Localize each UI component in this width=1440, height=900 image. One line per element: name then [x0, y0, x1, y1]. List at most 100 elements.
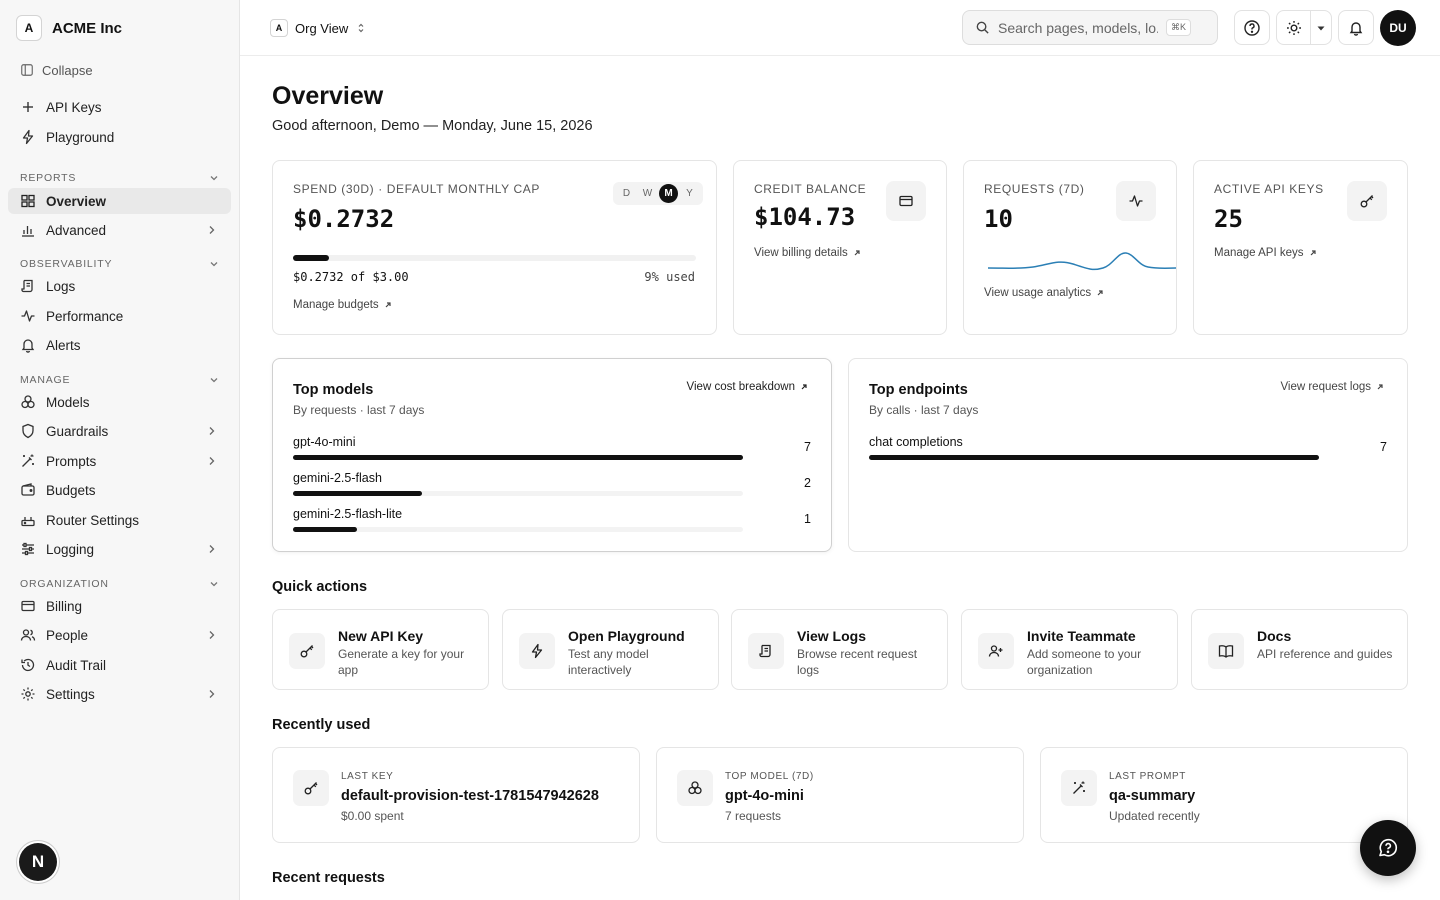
card-icon	[21, 600, 35, 612]
chevron-right-icon	[209, 226, 215, 234]
search-box[interactable]: ⌘K	[962, 10, 1218, 45]
range-day[interactable]: D	[622, 188, 631, 199]
recent-label: TOP MODEL (7D)	[725, 771, 814, 782]
wallet-icon	[21, 483, 35, 496]
range-month[interactable]: M	[659, 184, 678, 203]
sidebar-item-settings[interactable]: Settings	[8, 681, 231, 707]
key-icon	[289, 633, 325, 669]
keys-label: ACTIVE API KEYS	[1214, 182, 1324, 196]
sidebar-item-billing[interactable]: Billing	[8, 593, 231, 619]
top-bar: A Org View ⌘K DU	[240, 0, 1440, 56]
sidebar-item-label: Overview	[46, 193, 107, 209]
model-row[interactable]: gpt-4o-mini 7	[293, 435, 811, 465]
sidebar-item-label: Router Settings	[46, 512, 140, 528]
section-observability[interactable]: OBSERVABILITY	[20, 257, 220, 271]
org-switcher[interactable]: A ACME Inc	[16, 14, 122, 42]
section-reports[interactable]: REPORTS	[20, 171, 220, 185]
range-week[interactable]: W	[642, 188, 653, 199]
help-button[interactable]	[1234, 10, 1270, 45]
user-menu-button[interactable]: N	[19, 843, 57, 881]
requests-label: REQUESTS (7D)	[984, 182, 1085, 196]
manage-budgets-link[interactable]: Manage budgets	[293, 299, 393, 311]
gear-icon	[21, 687, 35, 701]
quick-action-docs[interactable]: Docs API reference and guides	[1191, 609, 1408, 690]
sidebar-item-api-keys[interactable]: API Keys	[8, 94, 231, 120]
sidebar-item-label: Performance	[46, 308, 124, 324]
chat-support-button[interactable]	[1360, 820, 1416, 876]
recent-sub: $0.00 spent	[341, 809, 404, 823]
top-models-title: Top models	[293, 382, 374, 398]
theme-button[interactable]	[1277, 11, 1311, 44]
model-row[interactable]: gemini-2.5-flash-lite 1	[293, 507, 811, 537]
org-view-label: Org View	[295, 20, 349, 36]
history-icon	[21, 658, 35, 672]
request-logs-link[interactable]: View request logs	[1280, 381, 1385, 393]
theme-toggle[interactable]	[1276, 10, 1332, 45]
org-view-selector[interactable]: A Org View	[270, 18, 367, 38]
sidebar-item-audit-trail[interactable]: Audit Trail	[8, 652, 231, 678]
quick-action-title: Invite Teammate	[1027, 628, 1136, 644]
link-label: Manage budgets	[293, 299, 379, 311]
recent-last-key[interactable]: LAST KEY default-provision-test-17815479…	[272, 747, 640, 843]
sidebar-item-people[interactable]: People	[8, 622, 231, 648]
spend-progress-text: $0.2732 of $3.00	[293, 270, 409, 284]
recent-title: gpt-4o-mini	[725, 788, 804, 804]
book-icon	[1208, 633, 1244, 669]
sidebar-item-budgets[interactable]: Budgets	[8, 477, 231, 503]
cost-breakdown-link[interactable]: View cost breakdown	[687, 381, 809, 393]
endpoint-row[interactable]: chat completions 7	[869, 435, 1387, 465]
sidebar-item-models[interactable]: Models	[8, 389, 231, 415]
sidebar-item-logs[interactable]: Logs	[8, 273, 231, 299]
sidebar-item-router-settings[interactable]: Router Settings	[8, 507, 231, 533]
collapse-button[interactable]: Collapse	[20, 60, 93, 80]
recent-requests-title: Recent requests	[272, 870, 385, 886]
notifications-button[interactable]	[1338, 10, 1374, 45]
model-bar-track	[293, 455, 743, 460]
sidebar-item-advanced[interactable]: Advanced	[8, 217, 231, 243]
quick-action-desc: Test any model interactively	[568, 647, 649, 677]
credit-value: $104.73	[754, 203, 856, 231]
model-name: gemini-2.5-flash	[293, 471, 382, 485]
model-count: 7	[804, 440, 811, 454]
spend-used-text: 9% used	[644, 270, 695, 284]
quick-action-new-api-key[interactable]: New API Key Generate a key for your app	[272, 609, 489, 690]
recent-sub: Updated recently	[1109, 809, 1200, 823]
recent-top-model[interactable]: TOP MODEL (7D) gpt-4o-mini 7 requests	[656, 747, 1024, 843]
sidebar-item-label: People	[46, 627, 89, 643]
quick-action-invite-teammate[interactable]: Invite Teammate Add someone to your orga…	[961, 609, 1178, 690]
sidebar-item-alerts[interactable]: Alerts	[8, 332, 231, 358]
section-organization[interactable]: ORGANIZATION	[20, 577, 220, 591]
search-input[interactable]	[998, 19, 1158, 36]
quick-action-open-playground[interactable]: Open Playground Test any model interacti…	[502, 609, 719, 690]
chevron-right-icon	[209, 427, 215, 435]
sidebar-item-guardrails[interactable]: Guardrails	[8, 418, 231, 444]
sidebar-item-overview[interactable]: Overview	[8, 188, 231, 214]
chevron-right-icon	[209, 690, 215, 698]
quick-action-view-logs[interactable]: View Logs Browse recent request logs	[731, 609, 948, 690]
requests-card: REQUESTS (7D) 10 View usage analytics	[963, 160, 1177, 335]
usage-analytics-link[interactable]: View usage analytics	[984, 287, 1105, 299]
model-row[interactable]: gemini-2.5-flash 2	[293, 471, 811, 501]
org-badge: A	[16, 15, 42, 41]
recent-last-prompt[interactable]: LAST PROMPT qa-summary Updated recently	[1040, 747, 1408, 843]
range-year[interactable]: Y	[686, 188, 693, 199]
top-endpoints-title: Top endpoints	[869, 382, 968, 398]
chevron-down-icon	[210, 262, 218, 267]
billing-details-link[interactable]: View billing details	[754, 247, 862, 259]
chevron-down-icon	[210, 582, 218, 587]
sidebar-item-prompts[interactable]: Prompts	[8, 448, 231, 474]
section-title: REPORTS	[20, 172, 77, 184]
chevron-right-icon	[209, 457, 215, 465]
sidebar-item-playground[interactable]: Playground	[8, 124, 231, 150]
section-manage[interactable]: MANAGE	[20, 373, 220, 387]
active-keys-card: ACTIVE API KEYS 25 Manage API keys	[1193, 160, 1408, 335]
arrow-up-right-icon	[1310, 250, 1316, 256]
link-label: View request logs	[1280, 381, 1371, 393]
key-icon	[293, 770, 329, 806]
manage-keys-link[interactable]: Manage API keys	[1214, 247, 1318, 259]
sidebar-item-performance[interactable]: Performance	[8, 303, 231, 329]
avatar[interactable]: DU	[1380, 10, 1416, 46]
sidebar-item-label: Guardrails	[46, 423, 109, 439]
theme-dropdown[interactable]	[1311, 23, 1331, 33]
sidebar-item-logging[interactable]: Logging	[8, 536, 231, 562]
